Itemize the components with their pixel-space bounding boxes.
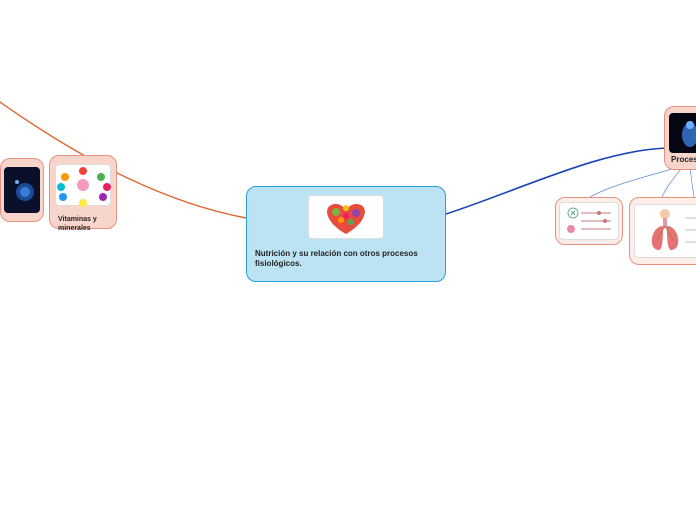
process-right-label: Proces	[665, 153, 696, 169]
dark-left-image	[4, 167, 40, 213]
vitamins-node[interactable]: Vitaminas y minerales	[49, 155, 117, 229]
central-image	[308, 195, 384, 239]
process-right-image	[669, 113, 696, 153]
vitamins-label: Vitaminas y minerales	[50, 214, 116, 242]
sub-right-1-node[interactable]	[555, 197, 623, 245]
process-right-node[interactable]: Proces	[664, 106, 696, 170]
dark-left-node[interactable]	[0, 158, 44, 222]
central-node[interactable]: Nutrición y su relación con otros proces…	[246, 186, 446, 282]
vitamins-image	[55, 164, 111, 206]
sub-right-2-image	[634, 204, 696, 258]
sub-right-1-image	[559, 202, 619, 240]
edge-3	[662, 168, 682, 197]
edge-2	[590, 168, 676, 197]
sub-right-2-node[interactable]	[629, 197, 696, 265]
central-label: Nutrición y su relación con otros proces…	[247, 247, 443, 277]
